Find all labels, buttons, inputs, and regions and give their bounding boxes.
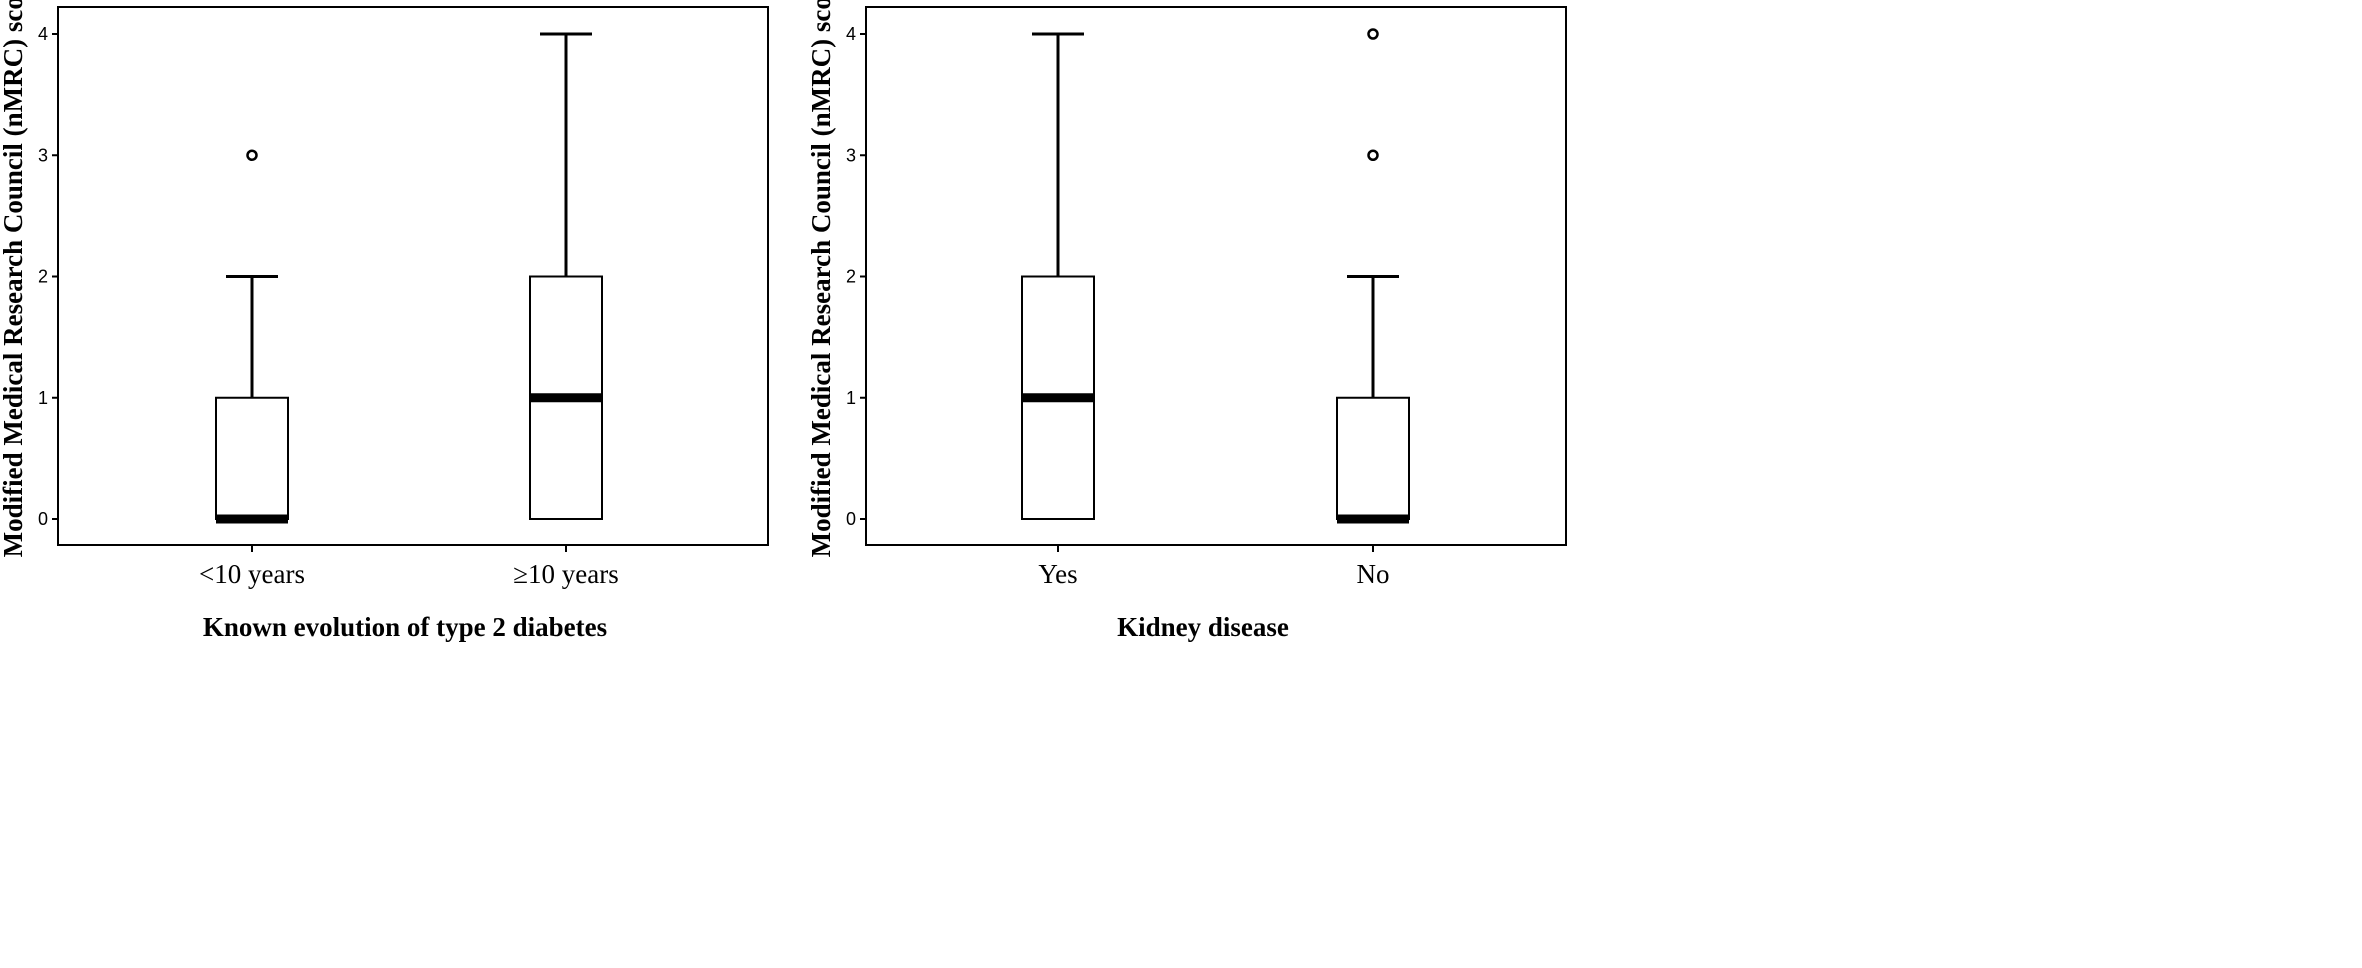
y-tick-label: 0 [846,509,856,529]
y-tick-label: 1 [846,388,856,408]
chart-panel-1: 0 1 2 3 4 <10 years ≥10 years Modified Medical … [0,0,769,642]
chart-panel-2: 0 1 2 3 4 Yes No Modified Medical Research Coun… [806,0,1567,642]
box-rect [1336,396,1410,520]
y-tick-label: 2 [846,267,856,287]
box-1 [1021,32,1095,520]
y-tick-label: 0 [38,509,48,529]
box-1 [215,149,289,524]
plot-frame [57,6,769,546]
outlier-point [1367,28,1379,40]
x-category-label: No [1357,559,1390,589]
y-axis-title: Modified Medical Research Council (nMRC)… [806,0,836,557]
y-axis-title: Modified Medical Research Council (nMRC)… [0,0,28,557]
box-2 [529,32,603,520]
plot-frame [865,6,1567,546]
outlier-point [246,149,258,161]
x-category-label: ≥10 years [513,559,619,589]
outlier-point [1367,149,1379,161]
x-axis-title: Kidney disease [1117,612,1289,642]
x-category-label: <10 years [199,559,305,589]
box-rect [215,396,289,520]
y-tick-label: 2 [38,267,48,287]
box-2 [1336,28,1410,524]
y-tick-label: 4 [38,24,48,44]
y-tick-label: 3 [38,145,48,165]
y-tick-label: 1 [38,388,48,408]
x-axis-title: Known evolution of type 2 diabetes [203,612,607,642]
y-tick-label: 4 [846,24,856,44]
x-category-label: Yes [1038,559,1077,589]
y-tick-label: 3 [846,145,856,165]
